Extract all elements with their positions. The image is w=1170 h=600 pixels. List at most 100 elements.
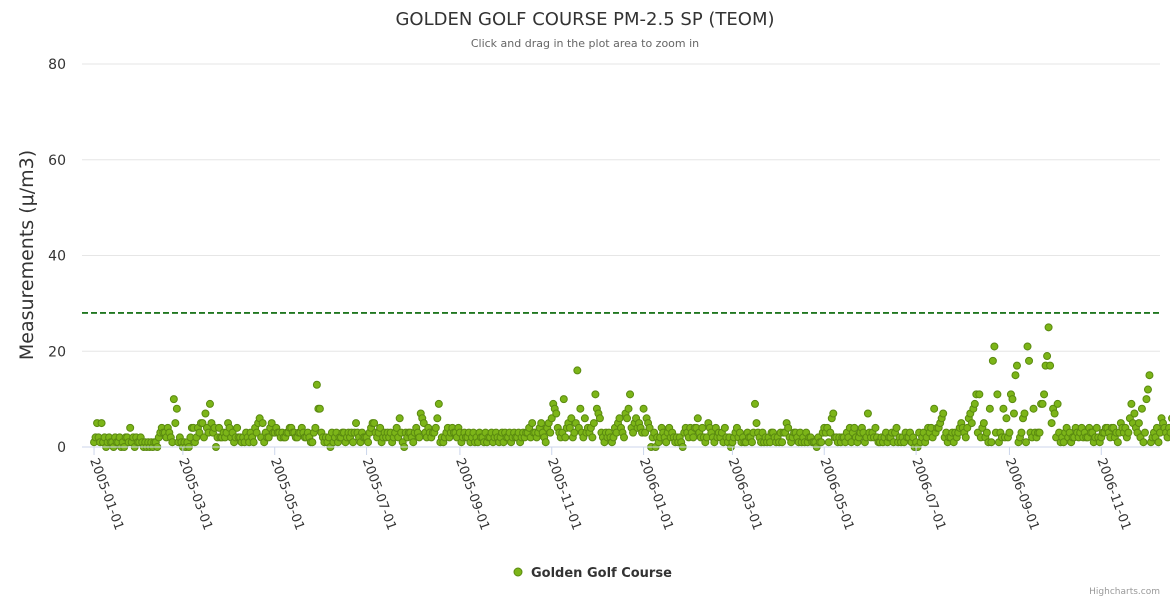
data-point[interactable] bbox=[750, 399, 759, 408]
data-point[interactable] bbox=[1092, 423, 1101, 432]
data-point[interactable] bbox=[1022, 438, 1031, 447]
data-point[interactable] bbox=[567, 414, 576, 423]
data-point[interactable] bbox=[565, 423, 574, 432]
credits-link[interactable]: Highcharts.com bbox=[1089, 587, 1160, 597]
data-point[interactable] bbox=[1142, 395, 1151, 404]
data-point[interactable] bbox=[580, 414, 589, 423]
data-point[interactable] bbox=[312, 380, 321, 389]
data-point[interactable] bbox=[252, 428, 261, 437]
data-point[interactable] bbox=[693, 414, 702, 423]
data-point[interactable] bbox=[588, 433, 597, 442]
data-point[interactable] bbox=[626, 390, 635, 399]
data-point[interactable] bbox=[352, 419, 361, 428]
data-point[interactable] bbox=[547, 414, 556, 423]
data-point[interactable] bbox=[999, 404, 1008, 413]
data-point[interactable] bbox=[198, 419, 207, 428]
data-point[interactable] bbox=[824, 438, 833, 447]
data-point[interactable] bbox=[591, 390, 600, 399]
data-point[interactable] bbox=[698, 423, 707, 432]
data-point[interactable] bbox=[720, 423, 729, 432]
data-point[interactable] bbox=[629, 428, 638, 437]
data-point[interactable] bbox=[963, 423, 972, 432]
data-point[interactable] bbox=[249, 438, 258, 447]
data-point[interactable] bbox=[576, 404, 585, 413]
data-point[interactable] bbox=[1011, 371, 1020, 380]
data-point[interactable] bbox=[1023, 342, 1032, 351]
data-point[interactable] bbox=[201, 409, 210, 418]
data-point[interactable] bbox=[370, 419, 379, 428]
data-point[interactable] bbox=[364, 438, 373, 447]
data-point[interactable] bbox=[892, 423, 901, 432]
data-point[interactable] bbox=[689, 433, 698, 442]
data-point[interactable] bbox=[1002, 414, 1011, 423]
data-point[interactable] bbox=[871, 423, 880, 432]
data-point[interactable] bbox=[1017, 428, 1026, 437]
data-point[interactable] bbox=[850, 423, 859, 432]
data-point[interactable] bbox=[961, 433, 970, 442]
data-point[interactable] bbox=[570, 428, 579, 437]
data-point[interactable] bbox=[990, 342, 999, 351]
data-point[interactable] bbox=[233, 423, 242, 432]
data-point[interactable] bbox=[1005, 428, 1014, 437]
data-point[interactable] bbox=[1053, 399, 1062, 408]
data-point[interactable] bbox=[433, 414, 442, 423]
data-point[interactable] bbox=[985, 404, 994, 413]
data-point[interactable] bbox=[817, 438, 826, 447]
data-point[interactable] bbox=[967, 419, 976, 428]
data-point[interactable] bbox=[264, 433, 273, 442]
data-point[interactable] bbox=[1046, 361, 1055, 370]
legend-label[interactable]: Golden Golf Course bbox=[531, 566, 672, 581]
legend[interactable]: Golden Golf Course bbox=[513, 566, 672, 581]
data-point[interactable] bbox=[784, 423, 793, 432]
data-point[interactable] bbox=[1038, 399, 1047, 408]
data-point[interactable] bbox=[1047, 419, 1056, 428]
data-point[interactable] bbox=[546, 428, 555, 437]
data-point[interactable] bbox=[415, 433, 424, 442]
data-point[interactable] bbox=[747, 438, 756, 447]
data-point[interactable] bbox=[970, 399, 979, 408]
data-point[interactable] bbox=[1029, 404, 1038, 413]
data-point[interactable] bbox=[615, 414, 624, 423]
data-point[interactable] bbox=[552, 409, 561, 418]
data-point[interactable] bbox=[1012, 361, 1021, 370]
data-point[interactable] bbox=[308, 438, 317, 447]
data-point[interactable] bbox=[829, 409, 838, 418]
data-point[interactable] bbox=[537, 419, 546, 428]
data-point[interactable] bbox=[1025, 356, 1034, 365]
data-point[interactable] bbox=[195, 428, 204, 437]
data-point[interactable] bbox=[267, 419, 276, 428]
data-point[interactable] bbox=[573, 366, 582, 375]
data-point[interactable] bbox=[1143, 385, 1152, 394]
data-point[interactable] bbox=[126, 423, 135, 432]
data-point[interactable] bbox=[624, 404, 633, 413]
data-point[interactable] bbox=[863, 409, 872, 418]
data-point[interactable] bbox=[376, 423, 385, 432]
data-point[interactable] bbox=[1020, 409, 1029, 418]
data-point[interactable] bbox=[541, 438, 550, 447]
data-point[interactable] bbox=[171, 419, 180, 428]
data-point[interactable] bbox=[778, 438, 787, 447]
data-point[interactable] bbox=[1059, 438, 1068, 447]
data-point[interactable] bbox=[1050, 409, 1059, 418]
data-point[interactable] bbox=[172, 404, 181, 413]
data-point[interactable] bbox=[589, 419, 598, 428]
data-point[interactable] bbox=[993, 390, 1002, 399]
data-point[interactable] bbox=[1134, 419, 1143, 428]
data-point[interactable] bbox=[315, 404, 324, 413]
data-point[interactable] bbox=[431, 423, 440, 432]
data-point[interactable] bbox=[979, 419, 988, 428]
data-point[interactable] bbox=[392, 423, 401, 432]
data-point[interactable] bbox=[1166, 428, 1170, 437]
data-point[interactable] bbox=[1113, 438, 1122, 447]
data-point[interactable] bbox=[595, 414, 604, 423]
data-point[interactable] bbox=[1035, 428, 1044, 437]
data-point[interactable] bbox=[620, 433, 629, 442]
data-point[interactable] bbox=[1009, 409, 1018, 418]
data-point[interactable] bbox=[561, 433, 570, 442]
data-point[interactable] bbox=[1127, 399, 1136, 408]
data-point[interactable] bbox=[349, 438, 358, 447]
data-point[interactable] bbox=[1044, 323, 1053, 332]
data-point[interactable] bbox=[662, 438, 671, 447]
data-point[interactable] bbox=[1139, 438, 1148, 447]
data-point[interactable] bbox=[1008, 395, 1017, 404]
